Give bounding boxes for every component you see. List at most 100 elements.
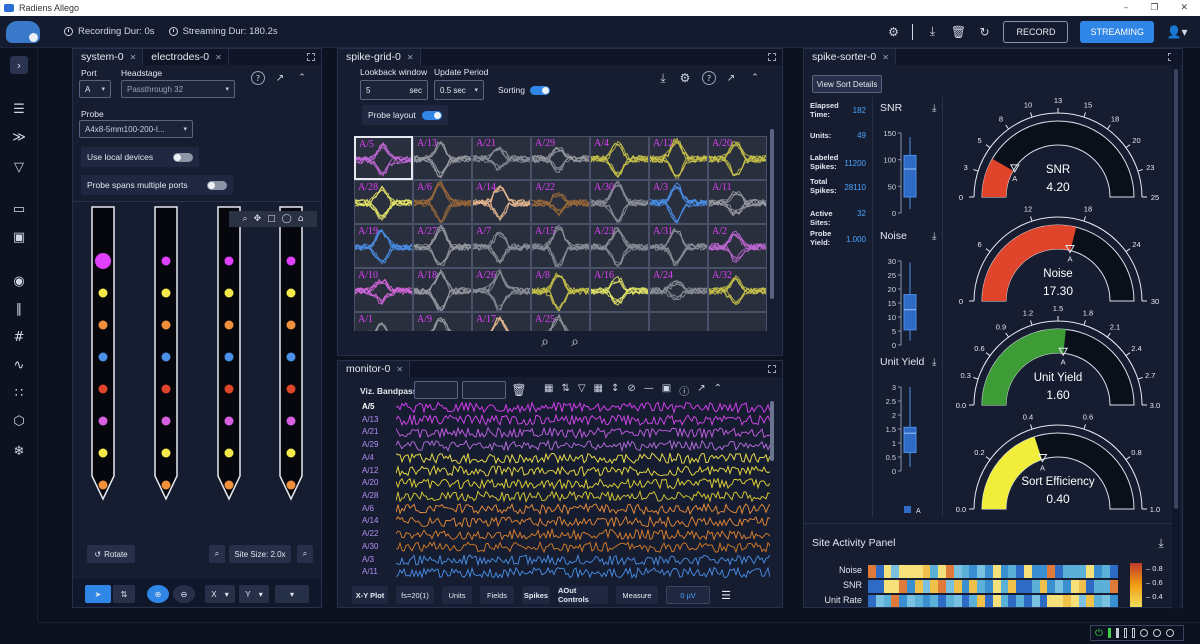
trash-icon[interactable]: 🗑 — [950, 24, 967, 39]
heatmap-cell[interactable] — [1070, 595, 1079, 607]
collapse-icon[interactable]: ⌃ — [298, 73, 306, 83]
monitor-toolbar-button[interactable]: AOut Controls — [558, 586, 608, 604]
electrode-site[interactable] — [161, 288, 171, 298]
heatmap-cell[interactable] — [1094, 580, 1103, 593]
spike-grid-cell[interactable]: A/29 — [531, 136, 590, 180]
close-tab-icon[interactable]: ✕ — [882, 52, 889, 62]
sliders-icon[interactable]: ☰ — [13, 101, 25, 117]
heatmap-cell[interactable] — [899, 595, 908, 607]
electrode-site[interactable] — [286, 320, 296, 330]
spike-grid-cell[interactable]: A/21 — [472, 136, 531, 180]
heatmap-cell[interactable] — [977, 565, 986, 578]
monitor-toolbar-button[interactable]: X-Y Plot — [352, 586, 388, 604]
tab-spike-grid[interactable]: spike-grid-0 ✕ — [338, 49, 421, 65]
probe-shanks-diagram[interactable] — [73, 204, 321, 534]
monitor-toolbar-button[interactable]: fs=20(1) — [396, 586, 434, 604]
electrode-site[interactable] — [286, 256, 296, 266]
spike-grid-cell[interactable]: A/22 — [531, 180, 590, 224]
heatmap-cell[interactable] — [1078, 595, 1087, 607]
heatmap-cell[interactable] — [1078, 580, 1087, 593]
heatmap-cell[interactable] — [868, 565, 876, 578]
heatmap-cell[interactable] — [1055, 565, 1064, 578]
heatmap-cell[interactable] — [1055, 595, 1064, 607]
spike-grid-cell[interactable]: A/7 — [472, 224, 531, 268]
heatmap-cell[interactable] — [938, 565, 947, 578]
electrode-site[interactable] — [286, 416, 296, 426]
channel-label[interactable]: A/12 — [362, 465, 379, 475]
electrode-site[interactable] — [98, 448, 108, 458]
heatmap-cell[interactable] — [1031, 595, 1040, 607]
heatmap-cell[interactable] — [946, 565, 954, 578]
menu-icon[interactable]: ☰ — [721, 589, 731, 602]
grid-hash-icon[interactable]: # — [13, 329, 25, 345]
heatmap-cell[interactable] — [914, 595, 923, 607]
pointer-tool-button[interactable]: ➤ — [85, 585, 111, 603]
heatmap-cell[interactable] — [1039, 580, 1048, 593]
spike-grid-cell[interactable]: A/4 — [590, 136, 649, 180]
spike-grid-cell[interactable]: A/26 — [472, 268, 531, 312]
electrode-site[interactable] — [95, 253, 111, 269]
probe-spans-ports-toggle[interactable] — [207, 180, 227, 190]
heatmap-cell[interactable] — [961, 580, 970, 593]
heatmap-cell[interactable] — [1047, 565, 1056, 578]
trash-icon[interactable]: 🗑 — [511, 383, 527, 397]
heatmap-cell[interactable] — [1047, 595, 1056, 607]
collapse-icon[interactable]: ⌃ — [713, 383, 723, 394]
heatmap-cell[interactable] — [930, 565, 939, 578]
spike-grid-cell[interactable]: A/32 — [708, 268, 767, 312]
spike-grid-cell[interactable]: A/3 — [649, 180, 708, 224]
channel-label[interactable]: A/3 — [362, 554, 375, 564]
spike-grid-cell[interactable]: A/14 — [472, 180, 531, 224]
spike-grid-cell[interactable]: A/6 — [413, 180, 472, 224]
spike-grid[interactable]: A/5 A/13 A/21 A/29 A/4 A/12 A/20 A/28 A/6 A/14 A/2… — [354, 136, 770, 331]
heatmap-cell[interactable] — [985, 580, 993, 593]
electrode-site[interactable] — [224, 384, 234, 394]
close-icon[interactable]: ✕ — [1180, 3, 1188, 13]
electrode-site[interactable] — [286, 384, 296, 394]
heatmap-cell[interactable] — [883, 565, 892, 578]
spike-grid-cell[interactable]: A/31 — [649, 224, 708, 268]
y-axis-select[interactable]: Y ▾ — [239, 585, 269, 603]
sort-tool-button[interactable]: ⇅ — [113, 585, 135, 603]
spike-grid-cell[interactable]: A/24 — [649, 268, 708, 312]
monitor-toolbar-button[interactable]: Fields — [480, 586, 514, 604]
bandpass-high-input[interactable] — [462, 381, 506, 399]
probe-icon[interactable]: ≫ — [12, 129, 26, 145]
heatmap-cell[interactable] — [953, 595, 962, 607]
sort-icon[interactable]: ⇅ — [561, 383, 570, 394]
close-tab-icon[interactable]: ✕ — [396, 364, 404, 374]
heatmap-cell[interactable] — [1000, 580, 1009, 593]
tab-spike-sorter[interactable]: spike-sorter-0 ✕ — [804, 49, 896, 65]
heatmap-cell[interactable] — [875, 580, 884, 593]
channel-label[interactable]: A/29 — [362, 440, 379, 450]
tab-system[interactable]: system-0 ✕ — [73, 49, 144, 65]
filter-icon[interactable]: ▽ — [14, 159, 24, 175]
electrode-site[interactable] — [98, 384, 108, 394]
spike-grid-cell[interactable]: A/1 — [354, 312, 413, 331]
heatmap-cell[interactable] — [914, 565, 923, 578]
spike-grid-cell[interactable]: A/2 — [708, 224, 767, 268]
popout-icon[interactable]: ↗ — [275, 72, 285, 84]
heatmap-cell[interactable] — [938, 580, 947, 593]
spike-grid-cell[interactable]: A/19 — [354, 224, 413, 268]
lasso-icon[interactable]: ◯ — [281, 214, 292, 224]
heatmap-cell[interactable] — [883, 595, 892, 607]
heatmap-cell[interactable] — [953, 565, 962, 578]
electrode-site[interactable] — [224, 288, 234, 298]
heatmap-cell[interactable] — [1063, 565, 1071, 578]
zoom-in-icon[interactable]: ⌕ — [571, 334, 579, 350]
spike-grid-cell[interactable]: A/8 — [531, 268, 590, 312]
heatmap-cell[interactable] — [1016, 580, 1025, 593]
channel-label[interactable]: A/20 — [362, 478, 379, 488]
calendar-icon[interactable]: ▦ — [544, 383, 554, 394]
heatmap-cell[interactable] — [1063, 580, 1071, 593]
heatmap-cell[interactable] — [1063, 595, 1071, 607]
heatmap-cell[interactable] — [875, 565, 884, 578]
heatmap-cell[interactable] — [1024, 580, 1032, 593]
heatmap-cell[interactable] — [914, 580, 923, 593]
spike-grid-cell[interactable]: A/9 — [413, 312, 472, 331]
close-tab-icon[interactable]: ✕ — [406, 52, 414, 62]
spike-grid-cell[interactable] — [590, 312, 649, 331]
electrode-site[interactable] — [98, 288, 108, 298]
heatmap-cell[interactable] — [899, 580, 908, 593]
